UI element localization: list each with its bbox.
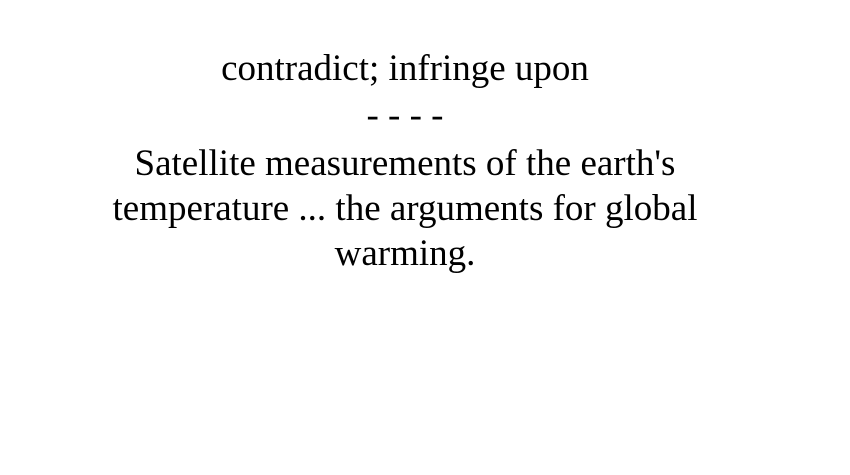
definition-text: contradict; infringe upon	[221, 48, 589, 89]
flashcard: contradict; infringe upon - - - - Satell…	[112, 48, 698, 274]
separator-text: - - - -	[366, 95, 444, 136]
example-sentence: Satellite measurements of the earth's te…	[112, 143, 698, 274]
